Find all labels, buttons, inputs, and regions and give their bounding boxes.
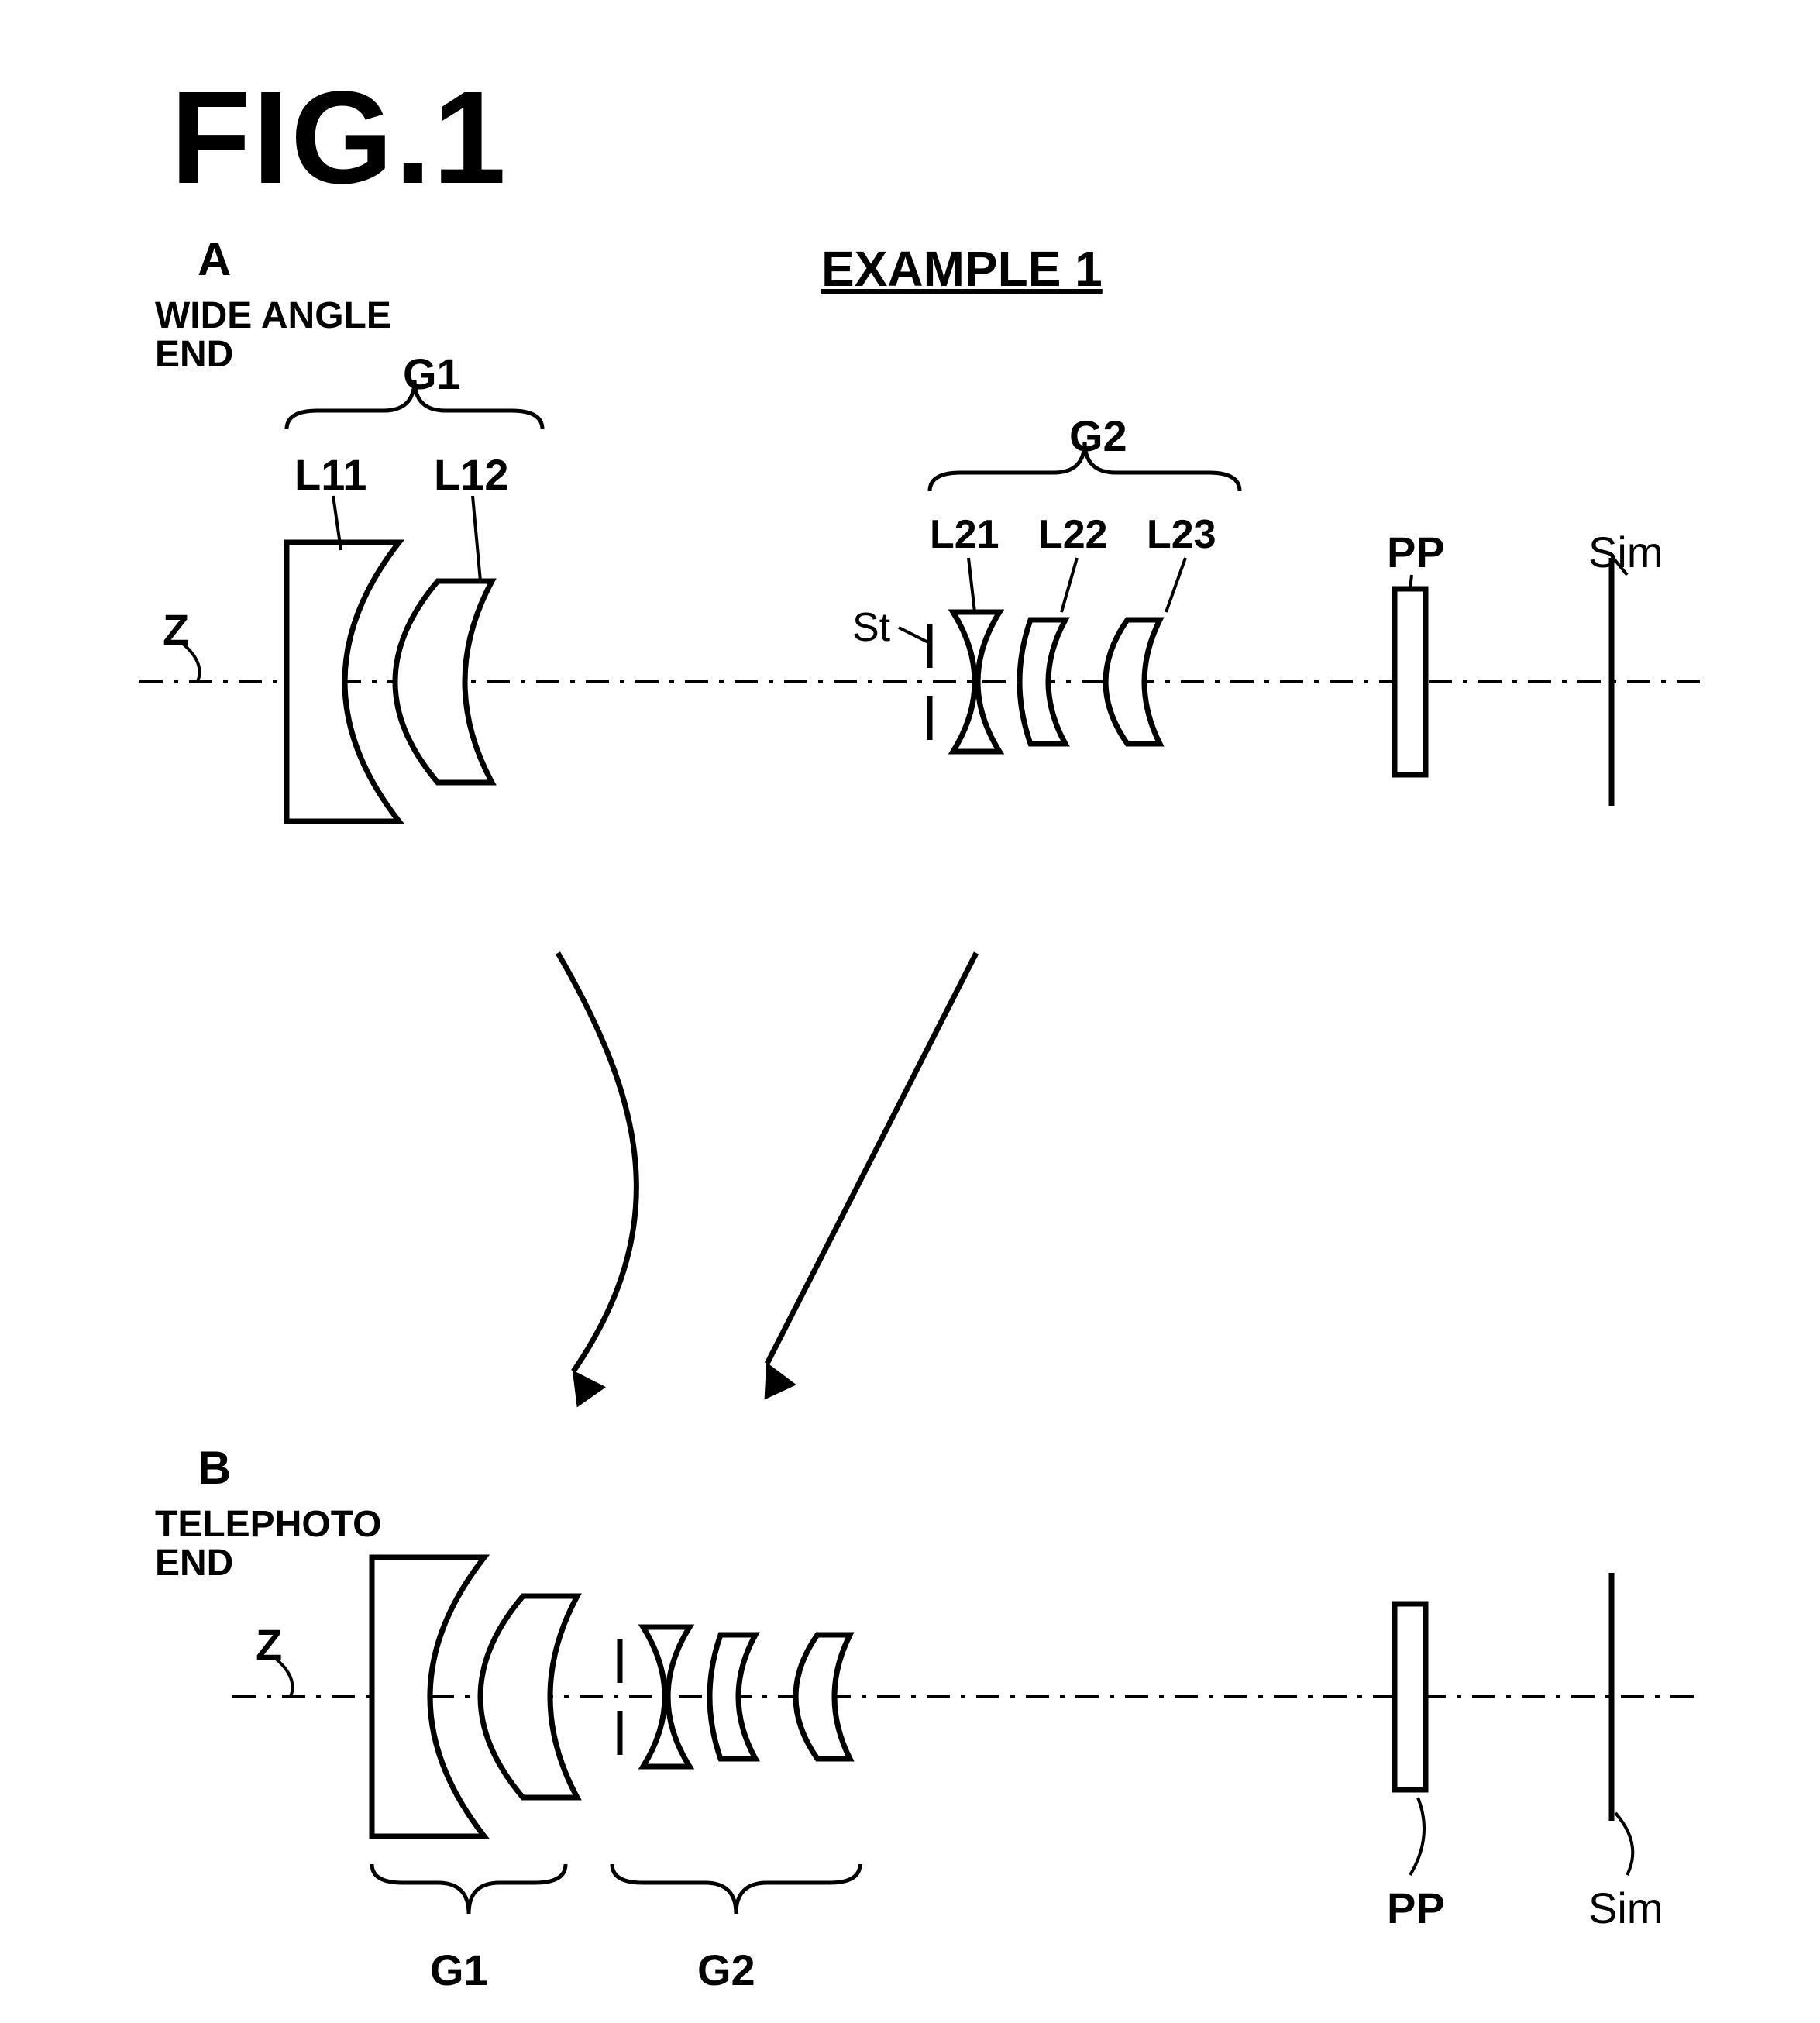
pp-label-b: PP [1387,1883,1445,1933]
section-a-subtitle-2: END [155,333,233,376]
g2-label-a: G2 [1069,411,1127,461]
sim-label-a: Sim [1588,527,1663,577]
figure-title: FIG.1 [170,62,507,214]
st-label: St [852,604,890,651]
g1-label-a: G1 [403,349,461,399]
l23-label: L23 [1147,511,1216,558]
z-axis-label-a: Z [163,604,189,655]
l11-label: L11 [294,449,366,500]
section-b-letter: B [198,1441,231,1495]
g1-label-b: G1 [430,1945,488,1995]
z-axis-label-b: Z [256,1619,282,1670]
section-a-letter: A [198,232,231,286]
l21-label: L21 [930,511,999,558]
section-b-subtitle-2: END [155,1542,233,1584]
pp-label-a: PP [1387,527,1445,577]
example-title: EXAMPLE 1 [821,240,1103,298]
section-a-subtitle-1: WIDE ANGLE [155,294,391,337]
section-b-subtitle-1: TELEPHOTO [155,1503,381,1546]
l12-label: L12 [434,449,509,500]
g2-label-b: G2 [697,1945,755,1995]
sim-label-b: Sim [1588,1883,1663,1933]
l22-label: L22 [1038,511,1108,558]
